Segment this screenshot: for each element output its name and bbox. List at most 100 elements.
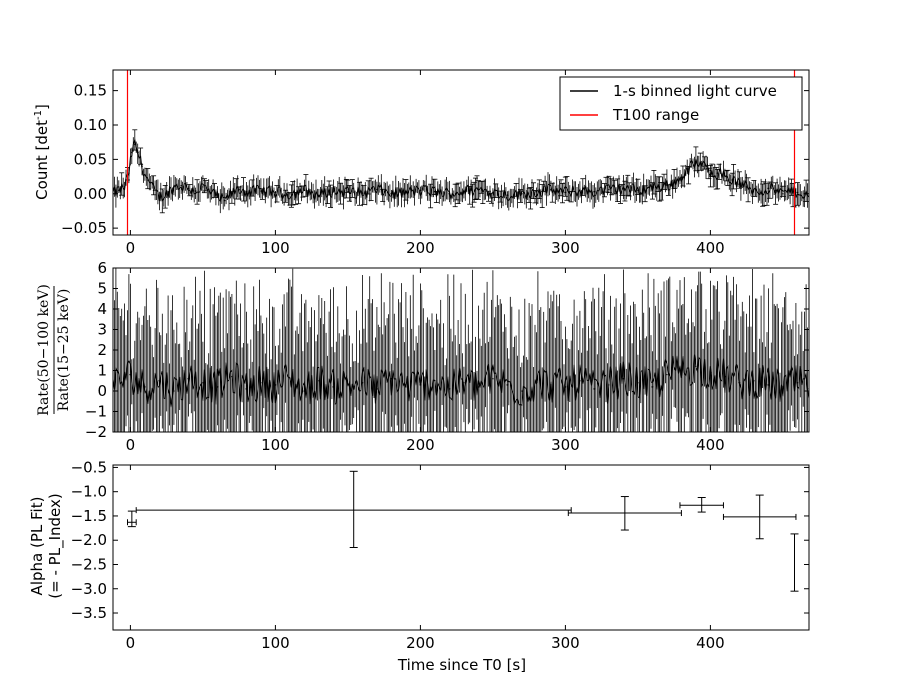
alpha-point bbox=[127, 510, 137, 528]
legend-box bbox=[559, 76, 803, 131]
series-point bbox=[260, 382, 262, 384]
series-point bbox=[332, 386, 335, 388]
x-tick-label: 200 bbox=[406, 436, 435, 454]
series-point bbox=[245, 190, 248, 193]
series-point bbox=[173, 186, 175, 188]
series-point bbox=[767, 384, 770, 386]
series-point bbox=[535, 382, 538, 384]
series-point bbox=[608, 188, 610, 191]
series-point bbox=[521, 193, 523, 195]
series-point bbox=[202, 186, 204, 188]
y-tick-label: 2 bbox=[97, 341, 107, 359]
series-point bbox=[448, 193, 451, 195]
series-point bbox=[666, 184, 668, 187]
series-point bbox=[347, 384, 349, 386]
light-curve-panel: 0 100 200 300 400 −0.05 0.00 0.05 0.10 0.15 bbox=[61, 69, 810, 257]
y-tick-label: −1.0 bbox=[71, 483, 107, 501]
series-point bbox=[136, 151, 139, 154]
series-point bbox=[463, 382, 465, 384]
series-point bbox=[434, 190, 436, 193]
series-error-bars bbox=[113, 268, 809, 432]
series-point bbox=[405, 386, 407, 388]
alpha-point bbox=[679, 497, 724, 513]
series-point bbox=[173, 390, 175, 392]
y-tick-label: 0.15 bbox=[74, 82, 107, 100]
series-point bbox=[303, 189, 306, 192]
series-point bbox=[129, 373, 132, 376]
y-tick-label: 0 bbox=[97, 382, 107, 400]
y-tick-label: −2 bbox=[85, 423, 107, 441]
series-point bbox=[622, 377, 625, 380]
series-point bbox=[637, 189, 639, 192]
series-point bbox=[579, 190, 581, 192]
series-point bbox=[651, 186, 654, 188]
series-point bbox=[738, 183, 741, 185]
series-point bbox=[158, 380, 161, 382]
legend-label-t100: T100 range bbox=[612, 106, 699, 124]
axes-frame bbox=[112, 69, 810, 236]
y-tick-label: −0.5 bbox=[71, 458, 107, 476]
x-tick-label: 300 bbox=[551, 436, 580, 454]
x-tick-label: 0 bbox=[126, 436, 136, 454]
x-tick-label: 300 bbox=[551, 239, 580, 257]
series-point bbox=[492, 377, 494, 380]
series-point bbox=[118, 189, 120, 192]
series-point bbox=[376, 388, 378, 390]
x-tick-label: 0 bbox=[126, 239, 136, 257]
series-point bbox=[680, 369, 683, 372]
series-error-bars bbox=[113, 129, 809, 214]
series-point bbox=[789, 190, 791, 192]
x-tick-label: 200 bbox=[406, 239, 435, 257]
y-tick-label: 3 bbox=[97, 321, 107, 339]
series-point bbox=[731, 179, 733, 181]
series-point bbox=[622, 187, 625, 190]
series-point bbox=[123, 186, 126, 188]
series-point bbox=[434, 380, 436, 382]
series-point bbox=[709, 371, 712, 374]
series-point bbox=[651, 386, 654, 388]
hardness-ratio-denominator: Rate(15−25 keV) bbox=[56, 289, 72, 412]
y-tick-label: 1 bbox=[97, 362, 107, 380]
y-tick-label: 6 bbox=[97, 259, 107, 277]
series-point bbox=[774, 189, 777, 192]
series-point bbox=[477, 386, 480, 388]
x-tick-label: 0 bbox=[126, 634, 136, 652]
hardness-ratio-ylabel: Rate(50−100 keV) Rate(15−25 keV) bbox=[36, 284, 72, 416]
alpha-panel: 0 100 200 300 400 −0.5 −1.0 −1.5 −2.0 −2.5 −3.0 −3.… bbox=[71, 458, 810, 652]
series-point bbox=[767, 187, 770, 190]
y-tick-label: −3.0 bbox=[71, 580, 107, 598]
series-point bbox=[180, 184, 182, 187]
y-tick-label: −3.5 bbox=[71, 604, 107, 622]
series-point bbox=[745, 186, 748, 188]
series-point bbox=[550, 188, 552, 191]
x-tick-label: 100 bbox=[261, 436, 290, 454]
series-point bbox=[231, 375, 233, 378]
series-point bbox=[753, 188, 755, 191]
series-point bbox=[535, 190, 538, 193]
series-point bbox=[666, 373, 668, 376]
x-tick-label: 400 bbox=[696, 634, 725, 652]
y-tick-label: −1.5 bbox=[71, 507, 107, 525]
series-point bbox=[550, 384, 552, 386]
series-point bbox=[477, 188, 480, 191]
series-point bbox=[238, 188, 240, 191]
series-point bbox=[463, 190, 465, 192]
series-point bbox=[152, 189, 155, 192]
series-point bbox=[579, 380, 581, 382]
series-point bbox=[695, 162, 697, 164]
light-curve-ylabel: Count [det-1] bbox=[33, 104, 51, 200]
alpha-point bbox=[135, 470, 572, 548]
series-point bbox=[303, 390, 306, 392]
series-point bbox=[187, 187, 190, 190]
series-point bbox=[608, 384, 610, 386]
series-point bbox=[506, 194, 509, 196]
y-tick-label: −0.05 bbox=[61, 219, 107, 237]
x-tick-label: 400 bbox=[696, 436, 725, 454]
series-point bbox=[131, 151, 133, 154]
y-tick-label: −1 bbox=[85, 403, 107, 421]
legend: 1-s binned light curve T100 range bbox=[559, 76, 803, 131]
series-point bbox=[134, 143, 136, 146]
series-point bbox=[753, 380, 755, 382]
y-tick-label: −2.5 bbox=[71, 555, 107, 573]
